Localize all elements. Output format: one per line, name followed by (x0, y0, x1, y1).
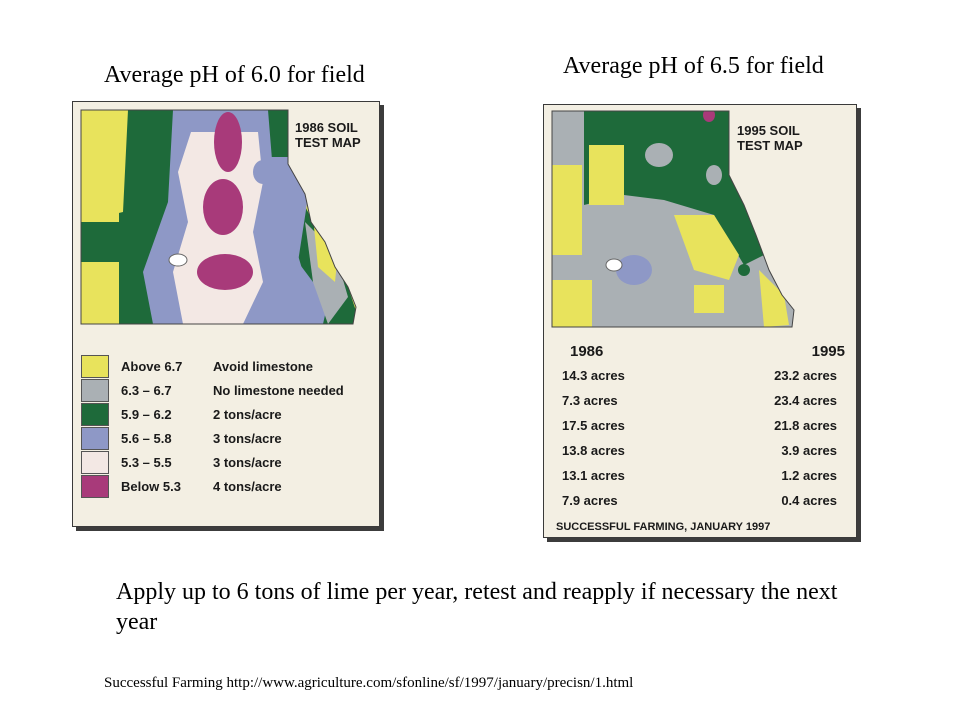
map-label-1995: 1995 SOIL TEST MAP (737, 123, 803, 153)
acreage-header-1995: 1995 (811, 343, 845, 360)
legend-range: Above 6.7 (121, 358, 183, 374)
legend-range: Below 5.3 (121, 478, 181, 494)
zone-yellow-west-1986 (81, 162, 119, 222)
zone-yellow-west-1995 (552, 165, 582, 255)
legend-recommendation: 4 tons/acre (213, 478, 282, 494)
legend-range: 6.3 – 6.7 (121, 382, 172, 398)
acreage-1986-value: 14.3 acres (562, 368, 625, 383)
zone-magenta-south-1986 (197, 254, 253, 290)
acreage-rows: 14.3 acres 23.2 acres 7.3 acres 23.4 acres 1… (556, 363, 846, 513)
legend-row: 5.6 – 5.8 3 tons/acre (81, 426, 371, 450)
acreage-1986-value: 13.8 acres (562, 443, 625, 458)
zone-dark-green-1995 (584, 111, 764, 265)
legend-row: 5.3 – 5.5 3 tons/acre (81, 450, 371, 474)
zone-yellow-sw-1995 (552, 280, 592, 327)
zone-magenta-1995 (703, 111, 715, 122)
legend-swatch (81, 474, 109, 498)
acreage-row: 7.3 acres 23.4 acres (556, 388, 846, 413)
legend-recommendation: Avoid limestone (213, 358, 313, 374)
soil-map-1986-panel: 1986 SOIL TEST MAP Above 6.7 Avoid limest… (72, 101, 380, 527)
acreage-table-header: 1986 1995 (556, 343, 846, 363)
legend-range: 5.6 – 5.8 (121, 430, 172, 446)
acreage-1986-value: 13.1 acres (562, 468, 625, 483)
acreage-1995-value: 23.4 acres (774, 393, 837, 408)
map-label-1995-line1: 1995 SOIL (737, 123, 800, 138)
legend-row: Below 5.3 4 tons/acre (81, 474, 371, 498)
acreage-row: 13.8 acres 3.9 acres (556, 438, 846, 463)
zone-yellow-center-1995 (674, 215, 739, 280)
zone-lavender-spot-1986 (253, 160, 273, 184)
legend-range: 5.3 – 5.5 (121, 454, 172, 470)
acreage-1986-value: 17.5 acres (562, 418, 625, 433)
legend-row: Above 6.7 Avoid limestone (81, 354, 371, 378)
ph-legend: Above 6.7 Avoid limestone 6.3 – 6.7 No lime… (81, 354, 371, 498)
legend-recommendation: No limestone needed (213, 382, 344, 398)
legend-row: 6.3 – 6.7 No limestone needed (81, 378, 371, 402)
map-credit: SUCCESSFUL FARMING, JANUARY 1997 (556, 521, 771, 533)
map-label-1986-line1: 1986 SOIL (295, 120, 358, 135)
field-boundary-1986 (80, 109, 357, 325)
map-label-1995-line2: TEST MAP (737, 138, 803, 153)
acreage-row: 17.5 acres 21.8 acres (556, 413, 846, 438)
legend-row: 5.9 – 6.2 2 tons/acre (81, 402, 371, 426)
acreage-row: 13.1 acres 1.2 acres (556, 463, 846, 488)
acreage-1995-value: 3.9 acres (781, 443, 837, 458)
soil-map-1986 (80, 109, 357, 325)
soil-map-1995-panel: 1995 SOIL TEST MAP 1986 1995 14.3 acres 2… (543, 104, 857, 538)
zone-grey-spot-1995 (645, 143, 673, 167)
zone-grey-spot2-1995 (706, 165, 722, 185)
acreage-header-1986: 1986 (570, 343, 604, 360)
legend-swatch (81, 378, 109, 402)
farmstead-1986 (168, 253, 188, 267)
acreage-row: 14.3 acres 23.2 acres (556, 363, 846, 388)
source-citation: Successful Farming http://www.agricultur… (104, 675, 634, 691)
zone-green-spot-1995 (738, 264, 750, 276)
acreage-row: 7.9 acres 0.4 acres (556, 488, 846, 513)
lime-application-note: Apply up to 6 tons of lime per year, ret… (116, 579, 838, 635)
acreage-1995-value: 0.4 acres (781, 493, 837, 508)
zone-yellow-nw-1995 (589, 145, 624, 205)
legend-swatch (81, 354, 109, 378)
zone-magenta-center-1986 (203, 179, 243, 235)
zone-yellow-east-1995 (759, 270, 789, 327)
soil-map-1995 (551, 110, 795, 328)
title-1995-average-ph: Average pH of 6.5 for field (563, 53, 824, 79)
map-label-1986-line2: TEST MAP (295, 135, 361, 150)
map-label-1986: 1986 SOIL TEST MAP (295, 120, 361, 150)
zone-yellow-south-1995 (694, 285, 724, 313)
zone-lavender-east-1986 (268, 157, 328, 324)
legend-recommendation: 3 tons/acre (213, 430, 282, 446)
legend-recommendation: 3 tons/acre (213, 454, 282, 470)
zone-yellow-southwest-1986 (81, 262, 119, 324)
zone-magenta-north-1986 (214, 112, 242, 172)
legend-recommendation: 2 tons/acre (213, 406, 282, 422)
legend-swatch (81, 426, 109, 450)
farmstead-1995 (605, 258, 623, 272)
acreage-1986-value: 7.9 acres (562, 493, 618, 508)
legend-swatch (81, 450, 109, 474)
title-1986-average-ph: Average pH of 6.0 for field (104, 62, 365, 88)
field-boundary-1995 (551, 110, 795, 328)
acreage-1986-value: 7.3 acres (562, 393, 618, 408)
acreage-1995-value: 21.8 acres (774, 418, 837, 433)
zone-lavender-1995 (616, 255, 652, 285)
legend-range: 5.9 – 6.2 (121, 406, 172, 422)
legend-swatch (81, 402, 109, 426)
acreage-1995-value: 1.2 acres (781, 468, 837, 483)
acreage-1995-value: 23.2 acres (774, 368, 837, 383)
acreage-table: 1986 1995 14.3 acres 23.2 acres 7.3 acres 2… (556, 343, 846, 513)
